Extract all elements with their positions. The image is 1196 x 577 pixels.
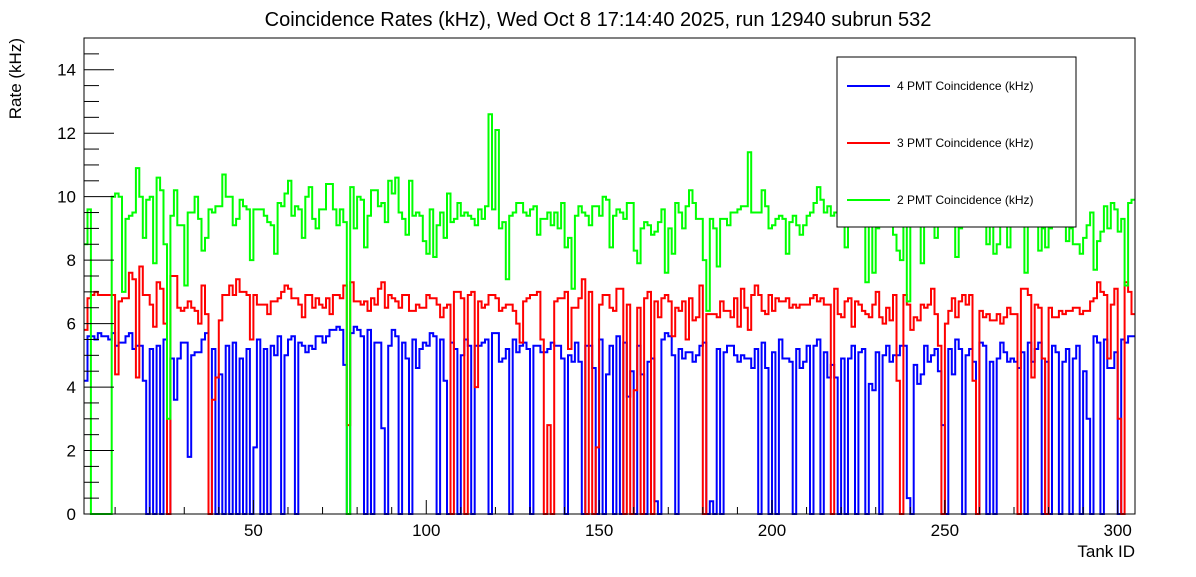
legend-label: 4 PMT Coincidence (kHz) xyxy=(897,79,1034,93)
legend-label: 3 PMT Coincidence (kHz) xyxy=(897,136,1034,150)
series-line-2 xyxy=(84,265,1135,515)
y-tick-label: 0 xyxy=(67,505,76,524)
legend: 4 PMT Coincidence (kHz) 3 PMT Coincidence… xyxy=(836,56,1077,228)
y-tick-label: 2 xyxy=(67,442,76,461)
y-tick-label: 10 xyxy=(57,188,76,207)
y-tick-label: 4 xyxy=(67,378,76,397)
x-tick-label: 300 xyxy=(1104,521,1132,540)
chart-title: Coincidence Rates (kHz), Wed Oct 8 17:14… xyxy=(265,9,932,31)
axes: 0 2 4 6 8 10 12 14 50 100 150 200 250 300 xyxy=(57,37,1132,540)
y-tick-label: 6 xyxy=(67,315,76,334)
x-tick-label: 100 xyxy=(412,521,440,540)
y-axis-label: Rate (kHz) xyxy=(6,38,25,119)
x-tick-label: 200 xyxy=(758,521,786,540)
y-tick-label: 8 xyxy=(67,251,76,270)
y-tick-label: 14 xyxy=(57,61,76,80)
x-axis-label: Tank ID xyxy=(1077,542,1135,561)
y-tick-label: 12 xyxy=(57,124,76,143)
x-tick-label: 250 xyxy=(931,521,959,540)
x-tick-label: 150 xyxy=(585,521,613,540)
legend-label: 2 PMT Coincidence (kHz) xyxy=(897,193,1034,207)
x-tick-label: 50 xyxy=(244,521,263,540)
